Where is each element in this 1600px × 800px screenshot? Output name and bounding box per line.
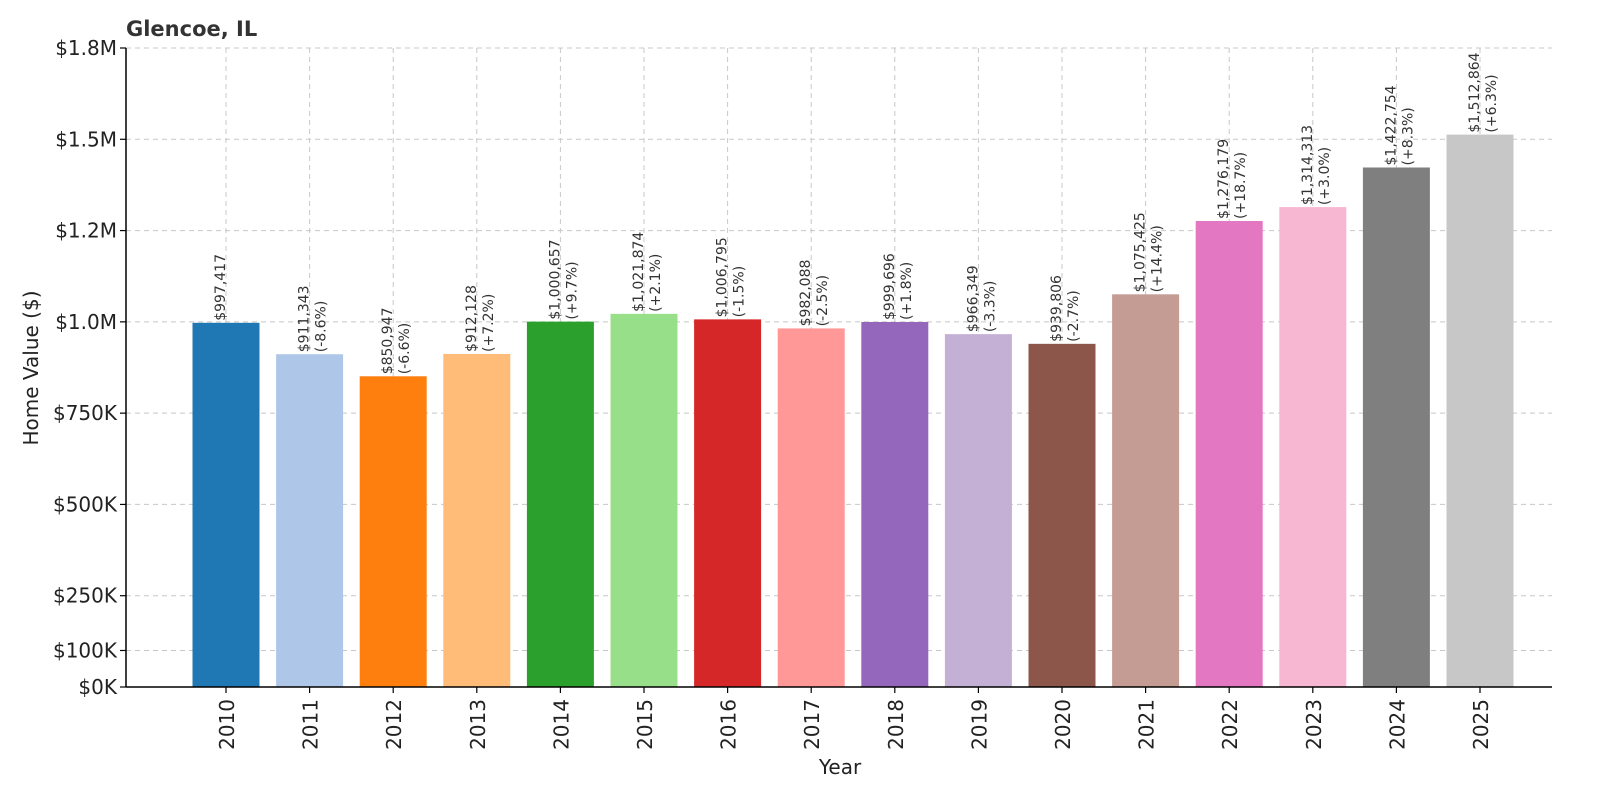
bar-2014 [526, 321, 594, 687]
bar-change-label: (-2.5%) [815, 275, 831, 327]
bar-value-label: $1,422,754 [1383, 85, 1399, 165]
bar-value-label: $939,806 [1049, 275, 1065, 342]
bar-2015 [610, 313, 678, 687]
bar-value-label: $850,947 [380, 307, 396, 374]
bar-change-label: (+8.3%) [1400, 107, 1416, 165]
bar-value-label: $1,314,313 [1300, 125, 1316, 205]
bar-2011 [276, 354, 344, 687]
y-tick-label: $1.0M [55, 310, 117, 334]
bar-change-label: (+3.0%) [1317, 147, 1333, 205]
bar-value-label: $911,343 [297, 285, 313, 352]
chart-title: Glencoe, IL [126, 17, 257, 41]
bar-change-label: (+1.8%) [899, 262, 915, 320]
y-tick-label: $1.5M [55, 127, 117, 151]
bar-value-label: $912,128 [464, 285, 480, 352]
y-tick-label: $1.2M [55, 219, 117, 243]
bar-labels: $997,417 $911,343 (-8.6%) $850,947 (-6.6%) $9… [213, 52, 1500, 374]
y-tick-label: $250K [53, 584, 118, 608]
bar-change-label: (-2.7%) [1066, 290, 1082, 342]
bar-change-label: (-3.3%) [982, 281, 998, 333]
y-tick-label: $1.8M [55, 36, 117, 60]
bar-change-label: (+18.7%) [1233, 152, 1249, 219]
bar-value-label: $1,006,795 [715, 237, 731, 317]
bar-2013 [443, 353, 511, 687]
x-tick-label: 2017 [800, 699, 824, 750]
bar-value-label: $1,276,179 [1216, 139, 1232, 219]
x-axis-label: Year [818, 755, 862, 779]
bar-value-label: $966,349 [965, 265, 981, 332]
bar-change-label: (+2.1%) [648, 254, 664, 312]
bar-value-label: $997,417 [213, 254, 229, 321]
bar-change-label: (+6.3%) [1484, 74, 1500, 132]
bar-2024 [1362, 167, 1430, 687]
x-tick-label: 2019 [967, 699, 991, 750]
bar-2022 [1195, 221, 1263, 687]
x-tick-label: 2015 [633, 699, 657, 750]
y-axis-ticks: $0K $100K $250K $500K $750K $1.0M $1.2M $1.5M $1… [53, 36, 126, 699]
x-axis-ticks: 2010 2011 2012 2013 2014 2015 2016 2017 2018 2019… [215, 687, 1493, 750]
x-tick-label: 2020 [1051, 699, 1075, 750]
bar-value-label: $1,000,657 [547, 239, 563, 319]
bars [192, 134, 1514, 688]
bar-2020 [1028, 343, 1096, 687]
bar-2025 [1446, 134, 1514, 688]
x-tick-label: 2012 [382, 699, 406, 750]
x-tick-label: 2013 [466, 699, 490, 750]
y-axis-label: Home Value ($) [19, 290, 43, 445]
x-tick-label: 2021 [1135, 699, 1159, 750]
x-tick-label: 2010 [215, 699, 239, 750]
bar-change-label: (+9.7%) [564, 261, 580, 319]
bar-change-label: (-6.6%) [397, 323, 413, 375]
bar-2017 [777, 328, 845, 687]
bar-2016 [694, 319, 762, 687]
y-tick-label: $500K [53, 492, 118, 516]
x-tick-label: 2022 [1218, 699, 1242, 750]
bar-change-label: (+7.2%) [481, 294, 497, 352]
bar-value-label: $999,696 [882, 253, 898, 320]
bar-change-label: (-8.6%) [314, 301, 330, 353]
x-tick-label: 2016 [717, 699, 741, 750]
x-tick-label: 2018 [884, 699, 908, 750]
x-tick-label: 2025 [1469, 699, 1493, 750]
y-tick-label: $100K [53, 638, 118, 662]
x-tick-label: 2024 [1385, 699, 1409, 750]
bar-2019 [944, 334, 1012, 687]
bar-2023 [1279, 207, 1347, 687]
bar-value-label: $1,512,864 [1467, 52, 1483, 132]
bar-value-label: $1,021,874 [631, 232, 647, 312]
y-tick-label: $0K [78, 675, 117, 699]
x-tick-label: 2023 [1302, 699, 1326, 750]
bar-change-label: (+14.4%) [1150, 225, 1166, 292]
bar-2012 [359, 376, 427, 687]
x-tick-label: 2011 [299, 699, 323, 750]
bar-2021 [1112, 294, 1180, 687]
bar-value-label: $982,088 [798, 260, 814, 327]
bar-2010 [192, 322, 260, 687]
bar-change-label: (-1.5%) [732, 266, 748, 318]
x-tick-label: 2014 [549, 699, 573, 750]
y-tick-label: $750K [53, 401, 118, 425]
bar-value-label: $1,075,425 [1133, 212, 1149, 292]
bar-2018 [861, 321, 929, 687]
